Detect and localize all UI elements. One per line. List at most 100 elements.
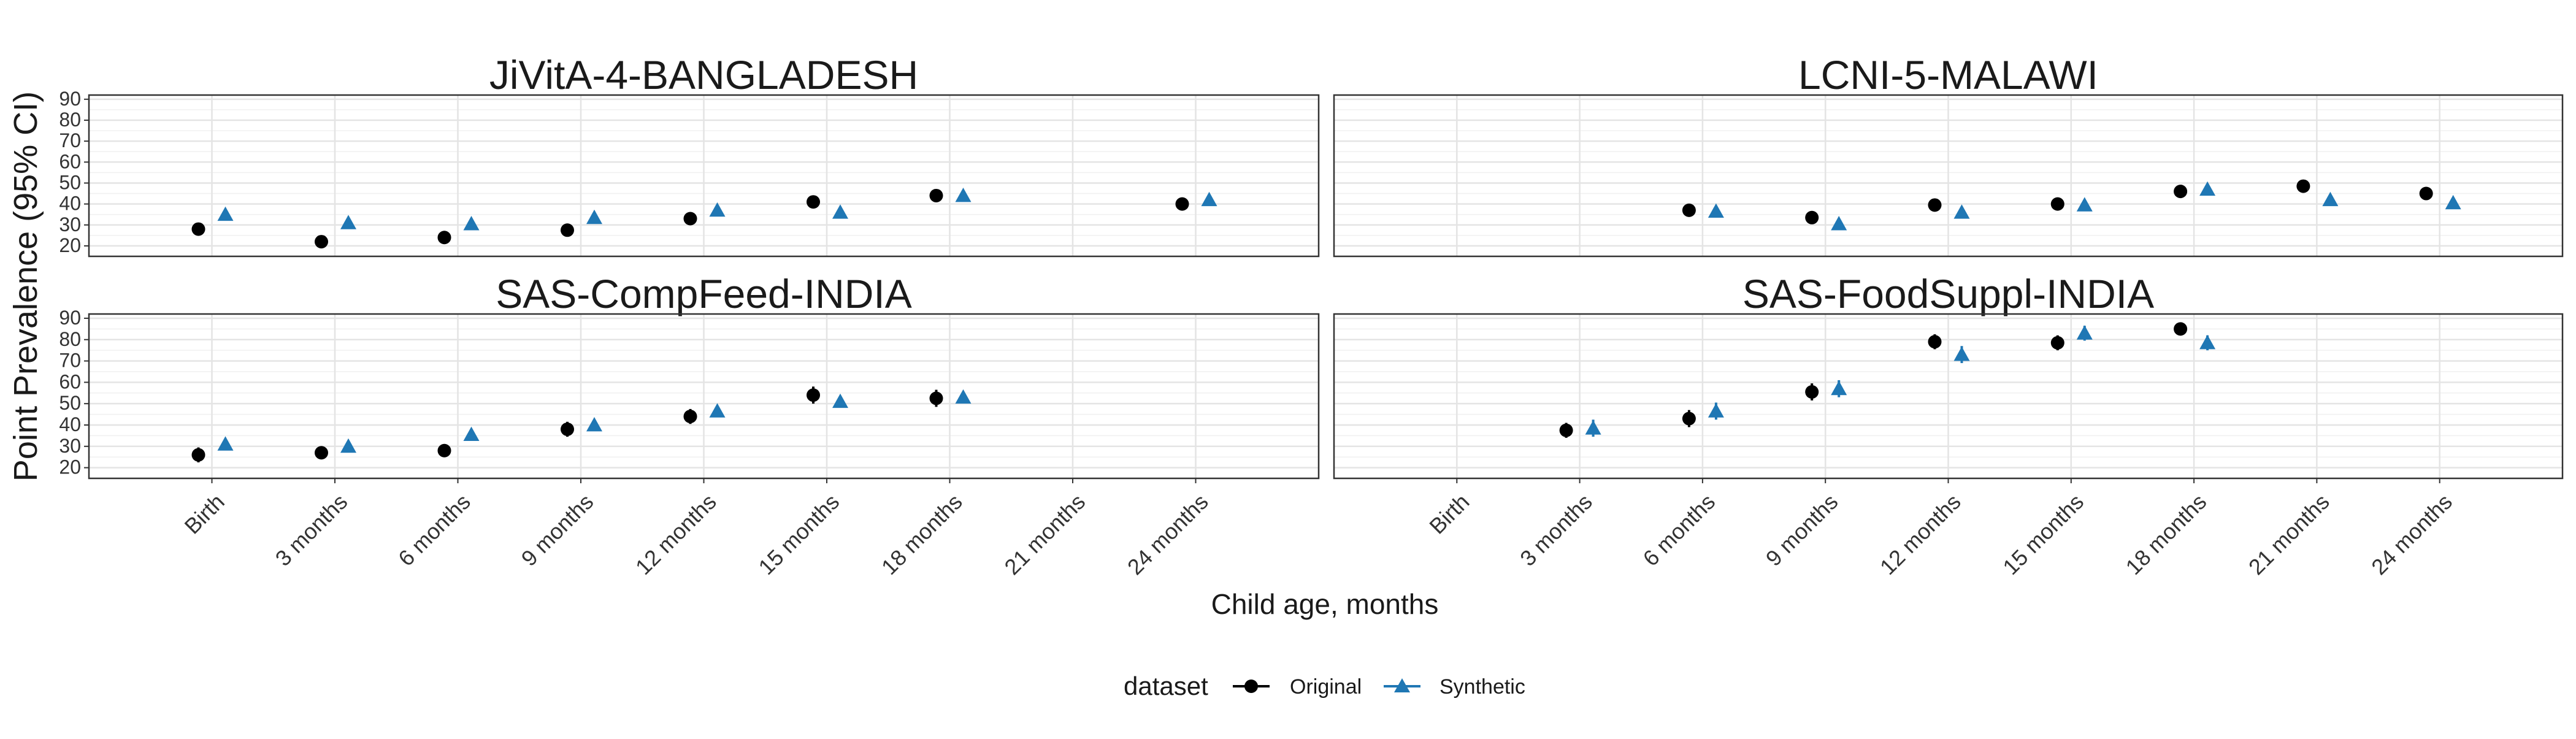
y-tick-label: 20 <box>59 234 81 256</box>
original-point <box>437 231 451 245</box>
original-point <box>1682 203 1696 217</box>
x-tick-label: 3 months <box>270 489 353 571</box>
panel-title: LCNI-5-MALAWI <box>1798 52 2098 98</box>
synthetic-point <box>955 389 972 404</box>
original-point <box>191 222 205 236</box>
x-tick-label: 24 months <box>1122 489 1213 580</box>
original-point <box>2296 179 2310 193</box>
synthetic-point <box>1953 204 1970 219</box>
x-tick-label: 12 months <box>631 489 721 580</box>
original-point <box>1559 423 1573 437</box>
x-tick-label: 6 months <box>393 489 475 571</box>
original-point <box>1175 197 1189 211</box>
original-point <box>929 188 943 202</box>
synthetic-point <box>586 416 602 432</box>
original-point <box>561 223 574 237</box>
x-tick-label: 6 months <box>1638 489 1720 571</box>
x-tick-label: 18 months <box>2121 489 2212 580</box>
synthetic-point <box>1201 191 1217 207</box>
original-point <box>561 422 574 436</box>
original-point <box>437 443 451 458</box>
x-tick-label: 24 months <box>2366 489 2457 580</box>
synthetic-point <box>955 187 972 202</box>
legend-original-marker <box>1244 680 1258 693</box>
y-tick-label: 20 <box>59 456 81 478</box>
y-tick-label: 50 <box>59 392 81 414</box>
original-point <box>929 391 943 405</box>
y-tick-label: 90 <box>59 307 81 329</box>
panel-border <box>1333 313 2564 480</box>
x-tick-label: 15 months <box>1998 489 2088 580</box>
synthetic-point <box>586 209 602 224</box>
y-tick-label: 40 <box>59 193 81 215</box>
original-point <box>683 212 697 226</box>
y-tick-label: 90 <box>59 88 81 110</box>
synthetic-point <box>340 438 356 453</box>
original-point <box>1928 198 1942 212</box>
y-tick-label: 30 <box>59 213 81 235</box>
x-tick-label: 3 months <box>1515 489 1597 571</box>
synthetic-point <box>217 436 234 451</box>
original-point <box>2050 335 2064 350</box>
y-tick-label: 60 <box>59 370 81 392</box>
panel-title: JiVitA-4-BANGLADESH <box>489 52 918 98</box>
synthetic-point <box>340 215 356 229</box>
synthetic-point <box>2199 334 2216 350</box>
legend-synthetic-marker <box>1394 678 1410 692</box>
y-axis-title: Point Prevalence (95% CI) <box>7 91 44 481</box>
x-tick-label: Birth <box>1424 489 1474 538</box>
synthetic-point <box>463 216 480 231</box>
synthetic-point <box>2199 181 2216 196</box>
panel-title: SAS-CompFeed-INDIA <box>496 271 912 316</box>
synthetic-point <box>1708 203 1724 218</box>
x-tick-label: 21 months <box>999 489 1090 580</box>
legend-original-label: Original <box>1290 675 1362 699</box>
original-point <box>807 195 820 209</box>
original-point <box>2050 197 2064 211</box>
synthetic-point <box>832 393 848 408</box>
y-tick-label: 30 <box>59 435 81 457</box>
synthetic-point <box>463 426 480 442</box>
original-point <box>1928 335 1942 349</box>
panel-border <box>88 313 1320 480</box>
synthetic-point <box>709 403 726 418</box>
synthetic-point <box>2322 191 2339 207</box>
y-tick-label: 50 <box>59 171 81 193</box>
original-point <box>2174 322 2188 336</box>
synthetic-point <box>1585 420 1601 435</box>
original-point <box>1805 210 1819 224</box>
synthetic-point <box>1831 380 1847 396</box>
y-tick-label: 40 <box>59 413 81 435</box>
y-tick-label: 80 <box>59 109 81 131</box>
y-tick-label: 60 <box>59 150 81 172</box>
x-tick-label: 9 months <box>516 489 599 571</box>
synthetic-point <box>1831 216 1847 231</box>
original-point <box>2174 185 2188 199</box>
x-tick-label: 15 months <box>753 489 844 580</box>
y-tick-label: 80 <box>59 328 81 350</box>
legend-title: dataset <box>1124 672 1208 700</box>
x-tick-label: 9 months <box>1761 489 1843 571</box>
original-point <box>807 388 820 402</box>
x-tick-label: Birth <box>179 489 229 538</box>
synthetic-point <box>709 202 726 217</box>
original-point <box>315 446 328 460</box>
panel-border <box>88 94 1320 258</box>
panel-border <box>1333 94 2564 258</box>
synthetic-point <box>1953 347 1970 361</box>
synthetic-point <box>217 206 234 221</box>
x-tick-label: 21 months <box>2244 489 2334 580</box>
x-tick-label: 12 months <box>1875 489 1966 580</box>
y-tick-label: 70 <box>59 129 81 151</box>
original-point <box>2419 186 2433 201</box>
synthetic-point <box>832 204 848 219</box>
x-axis-title: Child age, months <box>1211 588 1439 620</box>
original-point <box>1682 412 1696 426</box>
synthetic-point <box>2076 197 2093 212</box>
synthetic-point <box>1708 403 1724 418</box>
legend-synthetic-label: Synthetic <box>1439 675 1525 699</box>
y-tick-label: 70 <box>59 350 81 372</box>
x-tick-label: 18 months <box>876 489 967 580</box>
